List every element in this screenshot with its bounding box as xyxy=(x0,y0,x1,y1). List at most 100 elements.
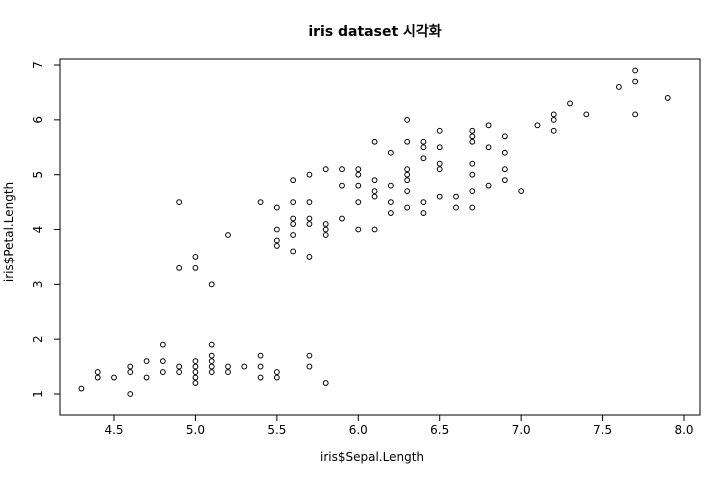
data-point xyxy=(159,369,166,375)
data-point xyxy=(387,199,394,205)
data-point xyxy=(420,210,427,216)
data-point xyxy=(143,358,150,365)
data-point xyxy=(192,358,199,365)
data-point xyxy=(290,232,297,238)
x-tick-label: 4.5 xyxy=(104,423,123,437)
x-tick-label: 8.0 xyxy=(674,423,693,437)
data-point xyxy=(436,160,443,167)
data-point xyxy=(273,243,280,249)
data-point xyxy=(355,182,362,189)
data-point xyxy=(355,171,362,178)
data-point xyxy=(290,177,297,184)
data-point xyxy=(322,232,329,238)
data-point xyxy=(192,363,199,370)
data-point xyxy=(436,127,443,134)
data-point xyxy=(469,133,476,140)
data-point xyxy=(420,144,427,151)
data-point xyxy=(632,67,639,74)
data-point xyxy=(208,358,215,365)
data-point xyxy=(290,215,297,222)
data-point xyxy=(469,138,476,145)
data-point xyxy=(355,199,362,205)
data-point xyxy=(127,369,134,375)
y-tick-label: 4 xyxy=(31,226,45,234)
data-point xyxy=(518,188,525,195)
data-point xyxy=(306,215,313,222)
data-point xyxy=(469,171,476,178)
data-point xyxy=(306,199,313,205)
data-point xyxy=(355,166,362,173)
data-point xyxy=(339,166,345,173)
data-point xyxy=(420,199,427,205)
data-point xyxy=(176,264,183,271)
data-point xyxy=(306,352,313,359)
chart-title: iris dataset 시각화 xyxy=(308,23,441,40)
data-point xyxy=(371,138,378,145)
data-point xyxy=(208,341,215,348)
data-point xyxy=(176,363,183,370)
data-point xyxy=(420,155,427,162)
data-point xyxy=(94,374,101,381)
data-point xyxy=(306,171,313,178)
data-point xyxy=(208,363,215,370)
data-point xyxy=(322,226,329,233)
data-point xyxy=(371,193,378,200)
y-tick-label: 5 xyxy=(31,171,45,179)
data-point xyxy=(176,369,183,375)
data-point xyxy=(469,188,476,195)
data-point xyxy=(339,215,345,222)
data-point xyxy=(371,226,378,233)
data-point xyxy=(534,122,541,129)
plot-frame xyxy=(59,58,701,416)
data-point xyxy=(322,380,329,386)
data-point xyxy=(485,182,492,189)
data-point xyxy=(664,95,671,101)
data-point xyxy=(469,204,476,211)
data-point xyxy=(322,221,329,227)
data-point xyxy=(322,166,329,173)
data-point xyxy=(192,369,199,375)
data-point xyxy=(420,138,427,145)
y-axis: 1 2 3 4 5 6 7 xyxy=(31,61,61,398)
data-point xyxy=(94,369,101,375)
data-point xyxy=(273,374,280,381)
data-point xyxy=(550,111,557,118)
data-point xyxy=(257,363,264,370)
data-point xyxy=(436,166,443,173)
data-point xyxy=(501,177,508,184)
data-point xyxy=(127,391,134,397)
data-point xyxy=(257,374,264,381)
data-point xyxy=(404,138,411,145)
data-point xyxy=(501,133,508,140)
data-point xyxy=(78,385,85,392)
data-point xyxy=(192,374,199,381)
data-point xyxy=(159,341,166,348)
data-point xyxy=(404,166,411,173)
data-point xyxy=(111,374,117,381)
data-point xyxy=(127,363,134,370)
data-point xyxy=(469,160,476,167)
data-point xyxy=(550,116,557,123)
data-point xyxy=(257,352,264,359)
data-point xyxy=(306,221,313,227)
data-point xyxy=(583,111,590,118)
x-tick-label: 6.5 xyxy=(430,423,449,437)
data-point xyxy=(371,188,378,195)
data-point xyxy=(273,226,280,233)
data-point xyxy=(436,144,443,151)
data-points xyxy=(78,67,671,397)
data-point xyxy=(404,171,411,178)
data-point xyxy=(273,204,280,211)
data-point xyxy=(387,210,394,216)
data-point xyxy=(241,363,248,370)
data-point xyxy=(501,166,508,173)
y-tick-label: 3 xyxy=(31,281,45,289)
data-point xyxy=(306,254,313,260)
y-tick-label: 1 xyxy=(31,390,45,398)
data-point xyxy=(143,374,150,381)
data-point xyxy=(273,237,280,244)
data-point xyxy=(387,149,394,156)
data-point xyxy=(485,144,492,151)
data-point xyxy=(501,149,508,156)
data-point xyxy=(469,127,476,134)
